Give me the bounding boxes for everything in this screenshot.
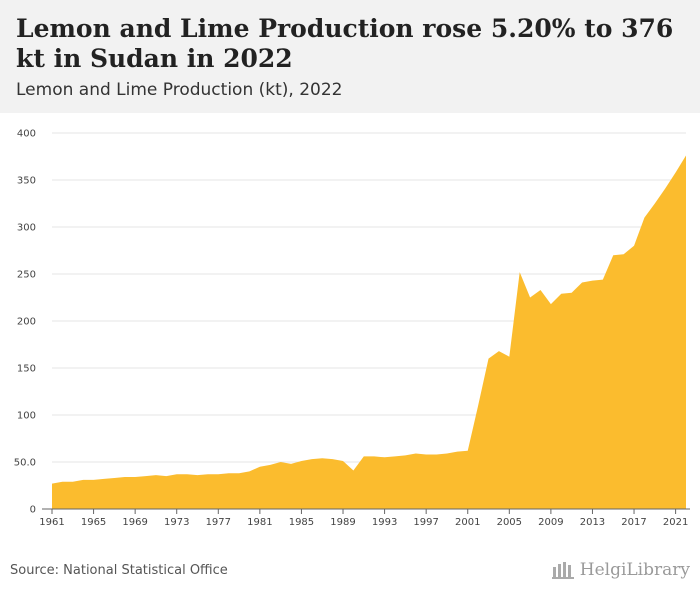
- chart-title: Lemon and Lime Production rose 5.20% to …: [16, 14, 674, 73]
- series-area: [52, 155, 686, 509]
- x-tick-label: 1989: [330, 517, 355, 528]
- header: Lemon and Lime Production rose 5.20% to …: [0, 0, 700, 113]
- x-tick-label: 1985: [289, 517, 314, 528]
- area-chart: 0 50.0 100 150 200 250 300 350 400 1961 1965 1969 19…: [14, 129, 690, 528]
- x-tick-label: 1969: [122, 517, 147, 528]
- x-tick-label: 1997: [413, 517, 438, 528]
- y-tick-label: 250: [17, 270, 36, 281]
- y-tick-label: 400: [17, 129, 36, 140]
- x-tick-label: 1961: [39, 517, 64, 528]
- source-note: Source: National Statistical Office: [10, 563, 228, 578]
- chart-subtitle: Lemon and Lime Production (kt), 2022: [16, 80, 343, 100]
- x-tick-label: 1965: [81, 517, 106, 528]
- x-tick-label: 1993: [372, 517, 397, 528]
- y-tick-label: 100: [17, 411, 36, 422]
- y-tick-label: 150: [17, 364, 36, 375]
- y-tick-label: 300: [17, 223, 36, 234]
- x-tick-label: 1981: [247, 517, 272, 528]
- y-tick-label: 200: [17, 317, 36, 328]
- helgi-library-logo-icon: [551, 562, 574, 579]
- x-tick-label: 1977: [206, 517, 231, 528]
- brand: HelgiLibrary: [551, 560, 690, 580]
- x-tick-label: 2009: [538, 517, 563, 528]
- x-tick-label: 2017: [621, 517, 646, 528]
- brand-name: HelgiLibrary: [579, 560, 690, 580]
- x-tick-label: 1973: [164, 517, 189, 528]
- x-tick-label: 2005: [497, 517, 522, 528]
- y-tick-label: 50.0: [14, 458, 36, 469]
- x-tick-label: 2021: [663, 517, 688, 528]
- y-tick-label: 350: [17, 176, 36, 187]
- y-tick-label: 0: [30, 505, 36, 516]
- x-tick-label: 2001: [455, 517, 480, 528]
- x-tick-label: 2013: [580, 517, 605, 528]
- chart-area: 0 50.0 100 150 200 250 300 350 400 1961 1965 1969 19…: [0, 113, 700, 533]
